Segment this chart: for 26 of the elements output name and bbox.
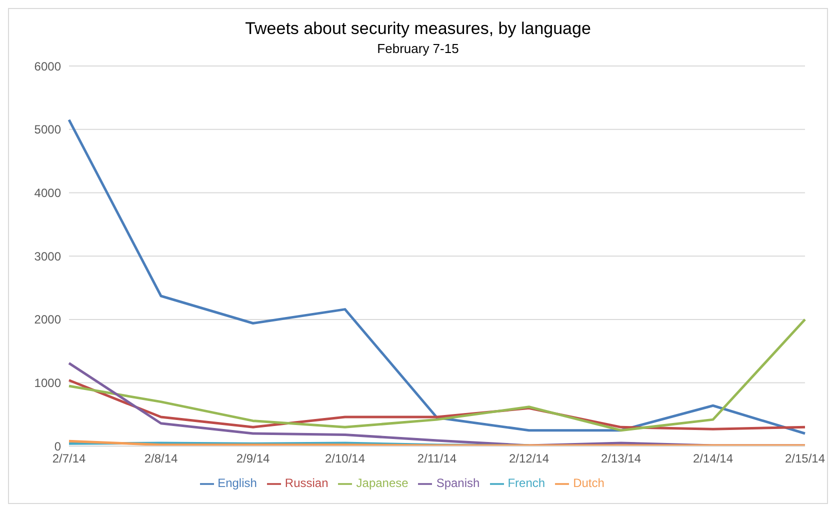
line-series bbox=[68, 118, 806, 435]
legend-label: Russian bbox=[284, 476, 328, 490]
y-tick-label: 5000 bbox=[34, 122, 62, 137]
y-tick-label: 2000 bbox=[34, 312, 62, 327]
y-tick-label: 6000 bbox=[34, 59, 62, 74]
line-series bbox=[68, 318, 806, 432]
x-tick-label: 2/13/14 bbox=[600, 452, 642, 466]
legend-label: English bbox=[218, 476, 257, 490]
x-tick-label: 2/14/14 bbox=[692, 452, 734, 466]
x-tick-label: 2/12/14 bbox=[508, 452, 550, 466]
y-tick-label: 0 bbox=[54, 439, 62, 454]
x-tick-label: 2/10/14 bbox=[324, 452, 366, 466]
x-tick-label: 2/15/14 bbox=[784, 452, 826, 466]
x-tick-label: 2/11/14 bbox=[417, 452, 457, 466]
legend-label: Spanish bbox=[436, 476, 480, 490]
legend-label: French bbox=[508, 476, 546, 490]
y-tick-label: 4000 bbox=[34, 186, 62, 200]
chart-title: Tweets about security measures, by language bbox=[244, 19, 592, 39]
x-tick-label: 2/9/14 bbox=[236, 452, 270, 466]
x-tick-label: 2/8/14 bbox=[144, 452, 178, 466]
chart-subtitle: February 7-15 bbox=[376, 41, 460, 56]
legend-label: Dutch bbox=[573, 476, 604, 490]
y-tick-label: 3000 bbox=[34, 249, 62, 264]
x-tick-label: 2/7/14 bbox=[52, 452, 86, 466]
y-tick-label: 1000 bbox=[34, 376, 62, 390]
legend-label: Japanese bbox=[356, 476, 408, 490]
